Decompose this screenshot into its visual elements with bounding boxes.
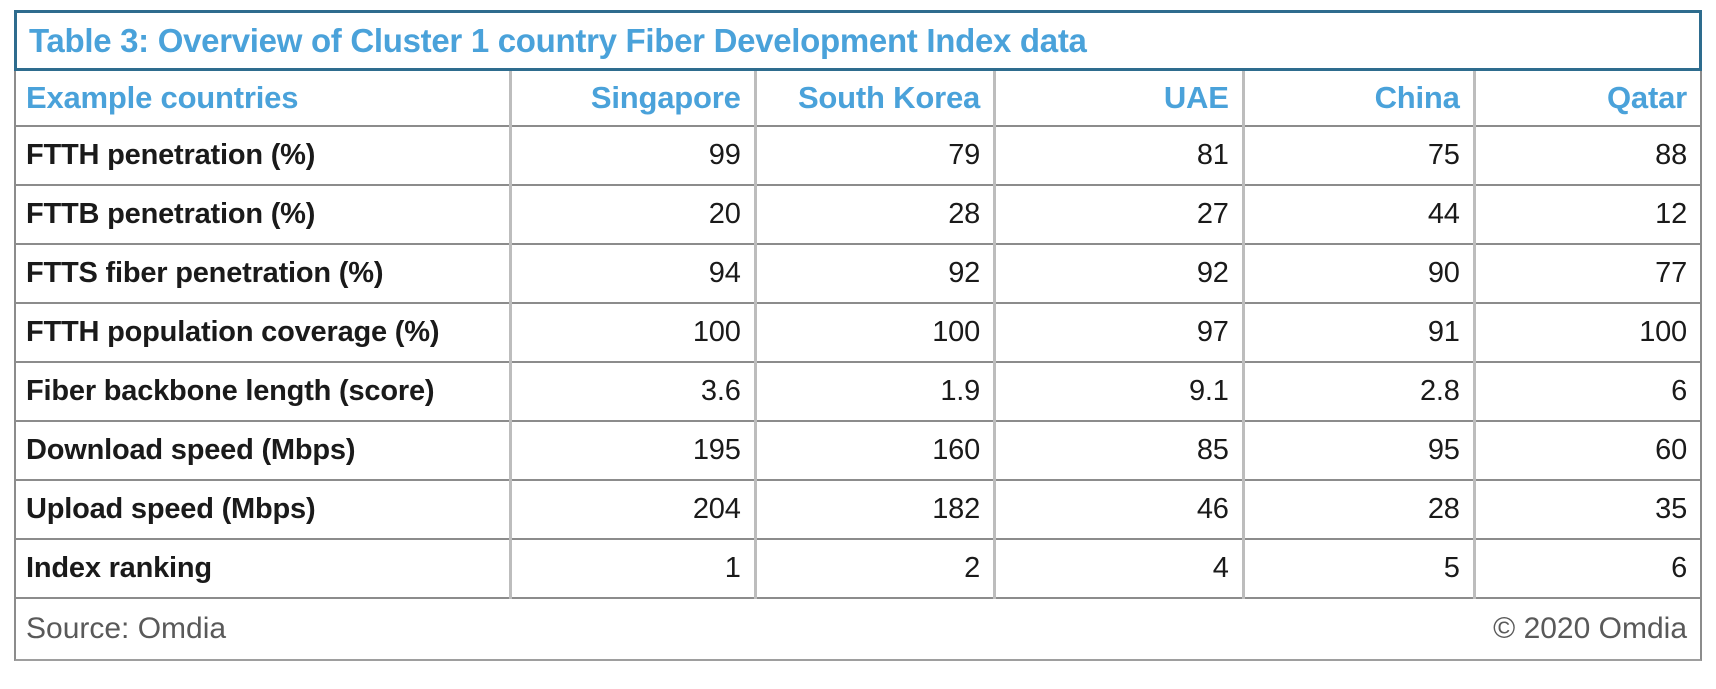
copyright-text: © 2020 Omdia [1493,612,1687,645]
cell-value: 100 [509,303,756,363]
cell-value: 2.8 [1241,362,1475,422]
header-uae: UAE [993,71,1244,127]
row-label: Download speed (Mbps) [15,421,511,481]
cell-value: 92 [993,244,1244,304]
table-header: Example countries Singapore South Korea … [15,71,1701,127]
header-qatar: Qatar [1472,71,1701,127]
header-china: China [1241,71,1475,127]
row-label: FTTH penetration (%) [15,126,511,186]
cell-value: 6 [1472,362,1701,422]
table-row-ftts-fiber-penetration: FTTS fiber penetration (%) 94 92 92 90 7… [15,244,1701,304]
cell-value: 160 [753,421,995,481]
cell-value: 46 [993,480,1244,540]
cell-value: 195 [509,421,756,481]
cell-value: 182 [753,480,995,540]
table-row-ftth-penetration: FTTH penetration (%) 99 79 81 75 88 [15,126,1701,186]
cell-value: 100 [753,303,995,363]
cell-value: 12 [1472,185,1701,245]
cell-value: 79 [753,126,995,186]
cell-value: 90 [1241,244,1475,304]
cell-value: 4 [993,539,1244,599]
row-label: Index ranking [15,539,511,599]
table-row-fttb-penetration: FTTB penetration (%) 20 28 27 44 12 [15,185,1701,245]
cell-value: 2 [753,539,995,599]
table-body: FTTH penetration (%) 99 79 81 75 88 FTTB… [15,126,1701,599]
cell-value: 75 [1241,126,1475,186]
cell-value: 88 [1472,126,1701,186]
row-label: FTTS fiber penetration (%) [15,244,511,304]
cell-value: 20 [509,185,756,245]
source-text: Source: Omdia [26,612,227,645]
row-label: FTTB penetration (%) [15,185,511,245]
header-example-countries: Example countries [15,71,511,127]
table-row-fiber-backbone-length: Fiber backbone length (score) 3.6 1.9 9.… [15,362,1701,422]
cell-value: 81 [993,126,1244,186]
cell-value: 97 [993,303,1244,363]
cell-value: 77 [1472,244,1701,304]
header-south-korea: South Korea [753,71,995,127]
cell-value: 85 [993,421,1244,481]
fiber-development-index-table: Example countries Singapore South Korea … [14,71,1702,599]
cell-value: 27 [993,185,1244,245]
cell-value: 35 [1472,480,1701,540]
cell-value: 28 [1241,480,1475,540]
row-label: FTTH population coverage (%) [15,303,511,363]
header-row: Example countries Singapore South Korea … [15,71,1701,127]
cell-value: 28 [753,185,995,245]
table-row-download-speed: Download speed (Mbps) 195 160 85 95 60 [15,421,1701,481]
fiber-development-index-table-card: Table 3: Overview of Cluster 1 country F… [14,10,1702,661]
cell-value: 92 [753,244,995,304]
cell-value: 5 [1241,539,1475,599]
cell-value: 3.6 [509,362,756,422]
cell-value: 99 [509,126,756,186]
table-footer: Source: Omdia © 2020 Omdia [14,599,1702,661]
table-row-index-ranking: Index ranking 1 2 4 5 6 [15,539,1701,599]
cell-value: 1.9 [753,362,995,422]
cell-value: 9.1 [993,362,1244,422]
cell-value: 60 [1472,421,1701,481]
table-row-ftth-population-coverage: FTTH population coverage (%) 100 100 97 … [15,303,1701,363]
row-label: Upload speed (Mbps) [15,480,511,540]
row-label: Fiber backbone length (score) [15,362,511,422]
cell-value: 91 [1241,303,1475,363]
cell-value: 44 [1241,185,1475,245]
cell-value: 95 [1241,421,1475,481]
header-singapore: Singapore [509,71,756,127]
cell-value: 6 [1472,539,1701,599]
cell-value: 94 [509,244,756,304]
cell-value: 204 [509,480,756,540]
cell-value: 100 [1472,303,1701,363]
table-title: Table 3: Overview of Cluster 1 country F… [14,10,1702,71]
cell-value: 1 [509,539,756,599]
table-row-upload-speed: Upload speed (Mbps) 204 182 46 28 35 [15,480,1701,540]
